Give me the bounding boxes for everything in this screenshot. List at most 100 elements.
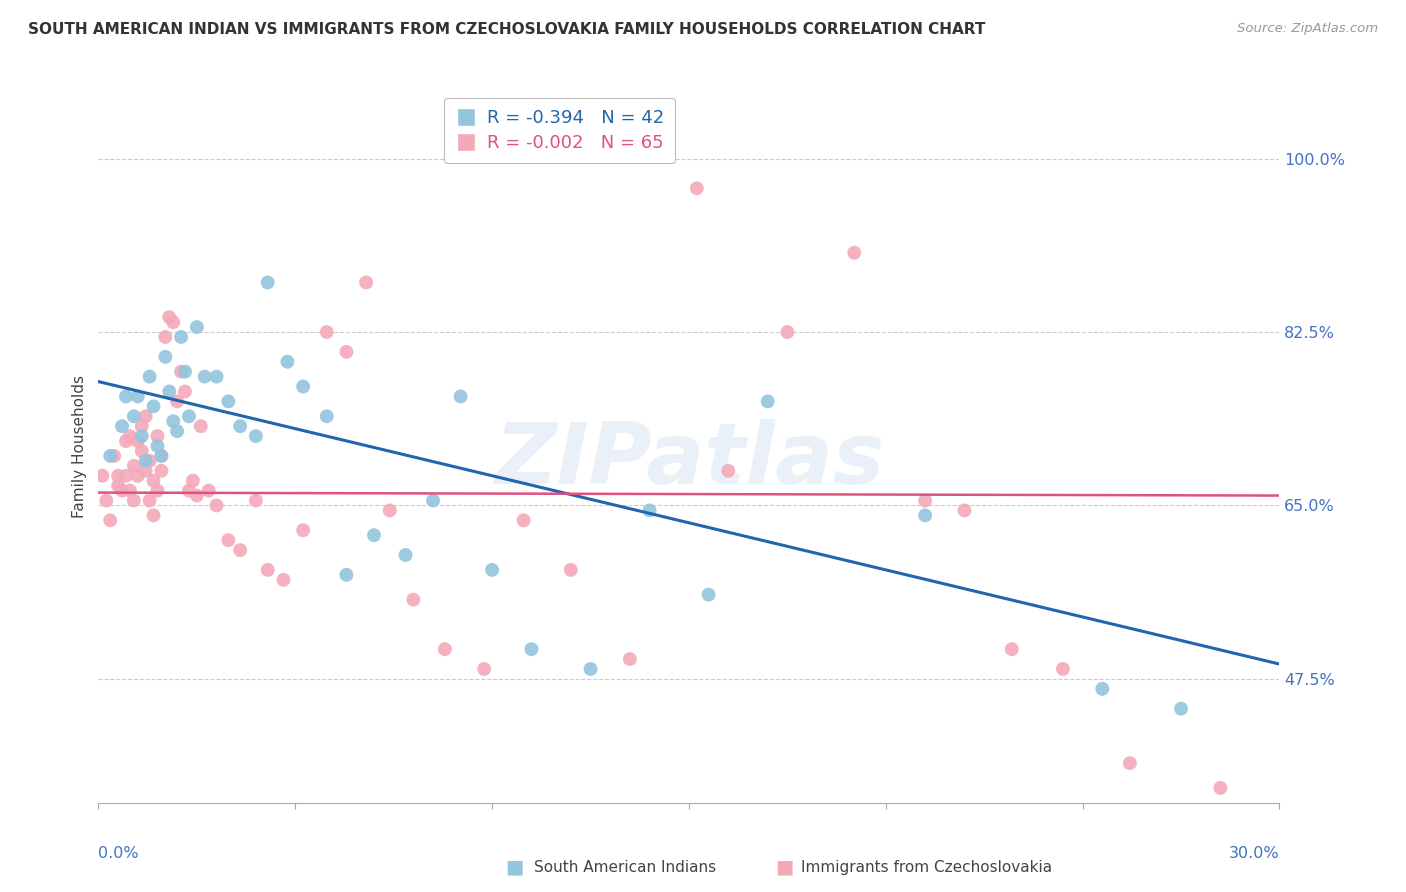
Text: 30.0%: 30.0% bbox=[1229, 846, 1279, 861]
Point bbox=[450, 389, 472, 403]
Point bbox=[138, 493, 160, 508]
Point bbox=[686, 181, 709, 195]
Point bbox=[150, 449, 173, 463]
Point bbox=[138, 454, 160, 468]
Point bbox=[1052, 662, 1074, 676]
Point bbox=[174, 384, 197, 399]
Point bbox=[1001, 642, 1024, 657]
Point bbox=[1119, 756, 1142, 771]
Point bbox=[135, 409, 157, 424]
Point bbox=[433, 642, 456, 657]
Point bbox=[155, 350, 177, 364]
Point bbox=[520, 642, 543, 657]
Point bbox=[111, 419, 134, 434]
Point bbox=[315, 325, 337, 339]
Point bbox=[181, 474, 204, 488]
Point bbox=[131, 444, 153, 458]
Point bbox=[229, 543, 252, 558]
Text: South American Indians: South American Indians bbox=[534, 860, 717, 874]
Text: ■: ■ bbox=[775, 857, 794, 877]
Point bbox=[1209, 780, 1232, 795]
Point bbox=[197, 483, 219, 498]
Point bbox=[122, 458, 145, 473]
Legend: R = -0.394   N = 42, R = -0.002   N = 65: R = -0.394 N = 42, R = -0.002 N = 65 bbox=[444, 98, 675, 163]
Point bbox=[157, 384, 180, 399]
Point bbox=[394, 548, 416, 562]
Point bbox=[96, 493, 118, 508]
Point bbox=[315, 409, 337, 424]
Point bbox=[146, 439, 169, 453]
Point bbox=[335, 344, 357, 359]
Point bbox=[127, 389, 149, 403]
Point bbox=[138, 369, 160, 384]
Point bbox=[292, 379, 315, 393]
Point bbox=[245, 493, 267, 508]
Point bbox=[217, 533, 239, 548]
Point bbox=[146, 483, 169, 498]
Text: 0.0%: 0.0% bbox=[98, 846, 139, 861]
Point bbox=[166, 424, 188, 438]
Point bbox=[118, 483, 141, 498]
Point bbox=[177, 409, 200, 424]
Point bbox=[115, 468, 138, 483]
Point bbox=[135, 454, 157, 468]
Point bbox=[256, 563, 278, 577]
Point bbox=[354, 276, 377, 290]
Point bbox=[190, 419, 212, 434]
Point bbox=[402, 592, 425, 607]
Point bbox=[98, 449, 121, 463]
Point bbox=[162, 414, 184, 428]
Point bbox=[422, 493, 444, 508]
Point bbox=[142, 508, 165, 523]
Point bbox=[194, 369, 217, 384]
Point bbox=[472, 662, 495, 676]
Point bbox=[1091, 681, 1114, 696]
Point bbox=[217, 394, 239, 409]
Point bbox=[155, 330, 177, 344]
Point bbox=[107, 468, 129, 483]
Point bbox=[273, 573, 295, 587]
Point bbox=[229, 419, 252, 434]
Point bbox=[1170, 701, 1192, 715]
Y-axis label: Family Households: Family Households bbox=[72, 375, 87, 517]
Point bbox=[103, 449, 125, 463]
Point bbox=[914, 493, 936, 508]
Point bbox=[205, 369, 228, 384]
Point bbox=[186, 320, 208, 334]
Point bbox=[256, 276, 278, 290]
Point bbox=[146, 429, 169, 443]
Point bbox=[170, 365, 193, 379]
Point bbox=[174, 365, 197, 379]
Point bbox=[142, 400, 165, 414]
Point bbox=[335, 567, 357, 582]
Point bbox=[177, 483, 200, 498]
Point bbox=[619, 652, 641, 666]
Point bbox=[276, 355, 298, 369]
Point bbox=[186, 489, 208, 503]
Point bbox=[292, 523, 315, 537]
Point bbox=[127, 434, 149, 448]
Point bbox=[205, 499, 228, 513]
Point bbox=[245, 429, 267, 443]
Point bbox=[142, 474, 165, 488]
Point bbox=[717, 464, 740, 478]
Point bbox=[115, 389, 138, 403]
Point bbox=[166, 394, 188, 409]
Point bbox=[481, 563, 503, 577]
Point bbox=[170, 330, 193, 344]
Point bbox=[150, 449, 173, 463]
Text: Immigrants from Czechoslovakia: Immigrants from Czechoslovakia bbox=[801, 860, 1053, 874]
Point bbox=[115, 434, 138, 448]
Point bbox=[378, 503, 401, 517]
Point bbox=[638, 503, 661, 517]
Point bbox=[118, 429, 141, 443]
Point bbox=[914, 508, 936, 523]
Point bbox=[162, 315, 184, 329]
Point bbox=[150, 464, 173, 478]
Point bbox=[122, 493, 145, 508]
Point bbox=[579, 662, 602, 676]
Point bbox=[776, 325, 799, 339]
Point bbox=[363, 528, 385, 542]
Point bbox=[697, 588, 720, 602]
Point bbox=[131, 429, 153, 443]
